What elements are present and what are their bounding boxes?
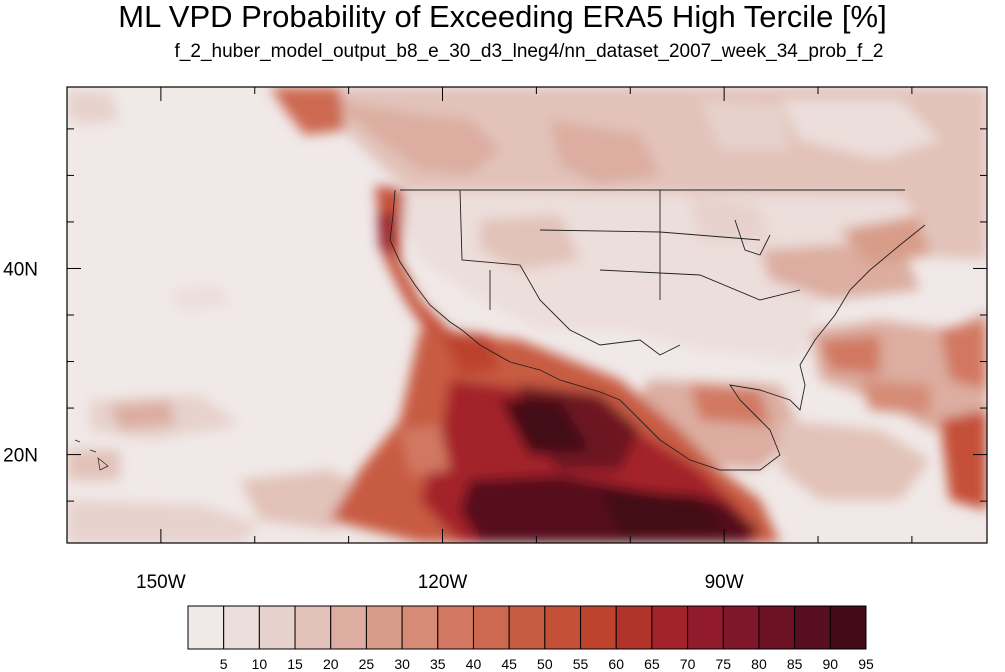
colorbar-swatch bbox=[651, 605, 689, 650]
colorbar-label: 20 bbox=[323, 656, 339, 672]
lat-tick-label: 20N bbox=[3, 446, 38, 467]
colorbar-swatch bbox=[472, 605, 510, 650]
colorbar-swatch bbox=[258, 605, 296, 650]
map-title: ML VPD Probability of Exceeding ERA5 Hig… bbox=[118, 0, 887, 34]
colorbar-swatch bbox=[687, 605, 724, 650]
colorbar-label: 10 bbox=[252, 656, 268, 672]
colorbar-swatch bbox=[187, 605, 225, 650]
colorbar-label: 25 bbox=[359, 656, 375, 672]
colorbar-swatch bbox=[437, 605, 474, 650]
lon-tick-label: 150W bbox=[136, 572, 186, 593]
colorbar-swatch bbox=[223, 605, 260, 650]
colorbar-swatch bbox=[722, 605, 760, 650]
colorbar-swatch bbox=[401, 605, 439, 650]
colorbar-label: 30 bbox=[394, 656, 410, 672]
map-subtitle: f_2_huber_model_output_b8_e_30_d3_lneg4/… bbox=[174, 41, 884, 62]
colorbar-label: 45 bbox=[501, 656, 517, 672]
colorbar-swatch bbox=[330, 605, 367, 650]
colorbar-swatch bbox=[294, 605, 332, 650]
colorbar-swatch bbox=[544, 605, 582, 650]
colorbar-label: 15 bbox=[287, 656, 303, 672]
map-field bbox=[67, 87, 987, 543]
colorbar-label: 65 bbox=[644, 656, 660, 672]
axis-tick-labels: 40N 20N 150W 120W 90W bbox=[3, 259, 744, 593]
colorbar-label: 80 bbox=[751, 656, 767, 672]
lon-tick-label: 120W bbox=[418, 572, 468, 593]
probability-field bbox=[67, 87, 987, 543]
axis-ticks bbox=[67, 87, 987, 543]
lat-tick-label: 40N bbox=[3, 259, 38, 280]
colorbar-label: 95 bbox=[858, 656, 874, 672]
colorbar-label: 55 bbox=[573, 656, 589, 672]
lon-tick-label: 90W bbox=[705, 572, 744, 593]
colorbar-swatch bbox=[794, 605, 831, 650]
colorbar-swatch bbox=[758, 605, 796, 650]
colorbar-swatch bbox=[615, 605, 653, 650]
colorbar-label: 75 bbox=[715, 656, 731, 672]
colorbar-label: 90 bbox=[823, 656, 839, 672]
colorbar-swatch bbox=[365, 605, 403, 650]
hawaii-islands bbox=[74, 439, 109, 471]
colorbar-label: 5 bbox=[220, 656, 228, 672]
coastline-outline bbox=[389, 189, 926, 471]
colorbar-label: 40 bbox=[466, 656, 482, 672]
colorbar-label: 85 bbox=[787, 656, 803, 672]
colorbar-swatch bbox=[508, 605, 546, 650]
colorbar-label: 70 bbox=[680, 656, 696, 672]
colorbar-label: 50 bbox=[537, 656, 553, 672]
colorbar: 5 10 15 20 25 30 35 40 45 50 55 60 65 70 75 80 85 90 95 bbox=[187, 605, 874, 672]
colorbar-label: 60 bbox=[608, 656, 624, 672]
colorbar-label: 35 bbox=[430, 656, 446, 672]
colorbar-swatch bbox=[829, 605, 867, 650]
colorbar-swatch bbox=[580, 605, 617, 650]
